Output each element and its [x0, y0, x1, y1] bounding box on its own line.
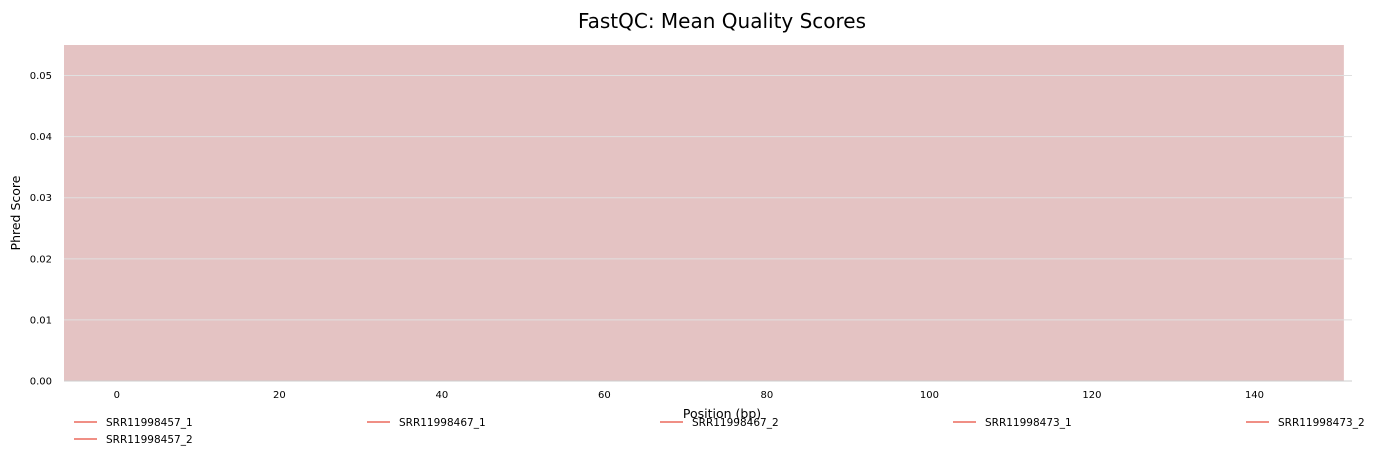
- y-tick-label: 0.04: [30, 132, 52, 143]
- x-tick-label: 120: [1082, 390, 1101, 401]
- plot-area: 0.00 0.01 0.02 0.03 0.04 0.05 0 20 40 60 80 100 120 1…: [30, 45, 1352, 401]
- x-axis-label: Position (bp): [683, 406, 761, 421]
- legend-label: SRR11998473_2: [1278, 417, 1365, 429]
- x-tick-label: 80: [761, 390, 774, 401]
- y-axis-label: Phred Score: [8, 175, 23, 250]
- x-tick-label: 40: [436, 390, 449, 401]
- legend-label: SRR11998473_1: [985, 417, 1072, 429]
- y-tick-label: 0.01: [30, 315, 52, 326]
- legend-label: SRR11998467_2: [692, 417, 779, 429]
- y-tick-label: 0.00: [30, 377, 52, 388]
- legend-label: SRR11998457_1: [106, 417, 193, 429]
- legend-label: SRR11998457_2: [106, 434, 193, 446]
- y-tick-label: 0.05: [30, 71, 52, 82]
- y-tick-label: 0.02: [30, 254, 52, 265]
- x-tick-label: 60: [598, 390, 611, 401]
- x-tick-label: 140: [1245, 390, 1264, 401]
- background-band: [64, 45, 1344, 381]
- x-tick-label: 100: [920, 390, 939, 401]
- legend: SRR11998457_1 SRR11998467_1 SRR11998467_2 S…: [74, 417, 1365, 446]
- x-tick-label: 0: [114, 390, 120, 401]
- legend-label: SRR11998467_1: [399, 417, 486, 429]
- chart-title: FastQC: Mean Quality Scores: [578, 9, 866, 33]
- x-tick-label: 20: [273, 390, 286, 401]
- y-tick-label: 0.03: [30, 193, 52, 204]
